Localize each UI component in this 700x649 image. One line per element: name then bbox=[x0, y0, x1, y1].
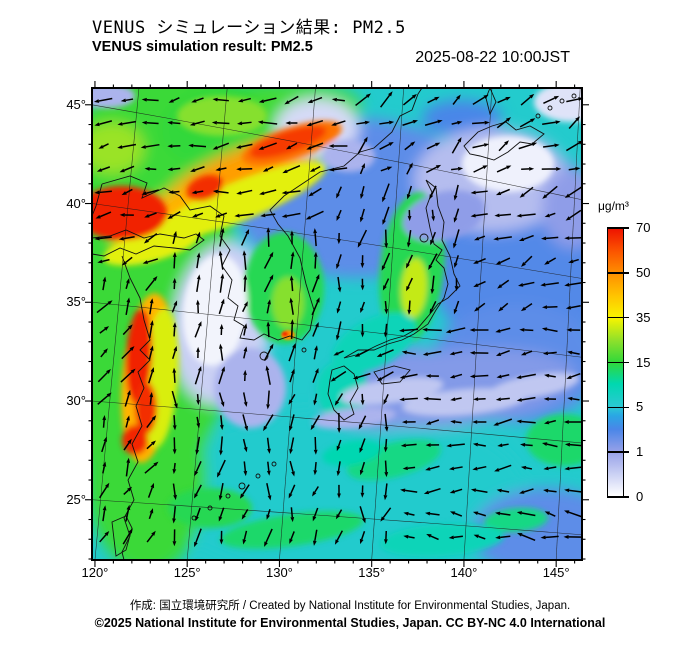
y-axis-label: 30° bbox=[66, 393, 86, 409]
colorbar-tick-label: 15 bbox=[636, 354, 651, 370]
wind-vectors bbox=[93, 91, 584, 548]
x-axis-label: 135° bbox=[358, 565, 386, 580]
page-title-english: VENUS simulation result: PM2.5 bbox=[92, 39, 313, 55]
y-axis-label: 40° bbox=[66, 195, 86, 211]
colorbar-tick bbox=[607, 316, 629, 319]
colorbar-tick bbox=[607, 496, 629, 498]
x-axis-label: 130° bbox=[265, 565, 293, 580]
colorbar-tick-label: 50 bbox=[636, 264, 651, 280]
map-canvas bbox=[85, 81, 589, 567]
colorbar-tick bbox=[607, 406, 629, 409]
y-axis-label: 45° bbox=[66, 96, 86, 112]
colorbar-tick bbox=[607, 272, 629, 274]
credit-line: 作成: 国立環境研究所 / Created by National Instit… bbox=[129, 600, 571, 612]
colorbar-unit-label: μg/m³ bbox=[598, 199, 629, 213]
pm25-map bbox=[85, 81, 589, 567]
timestamp-label: 2025-08-22 10:00JST bbox=[415, 49, 570, 66]
colorbar-tick-label: 35 bbox=[636, 309, 651, 325]
colorbar-tick-label: 5 bbox=[636, 399, 644, 415]
x-axis-label: 120° bbox=[81, 565, 109, 580]
colorbar-tick bbox=[607, 227, 629, 229]
pm25-field bbox=[92, 88, 582, 560]
colorbar-tick bbox=[607, 451, 629, 453]
y-axis-label: 25° bbox=[66, 491, 86, 507]
colorbar-tick-label: 1 bbox=[636, 444, 644, 460]
coastlines bbox=[92, 88, 577, 560]
colorbar-tick-label: 0 bbox=[636, 489, 644, 504]
y-axis-label: 35° bbox=[66, 294, 86, 310]
x-axis-label: 145° bbox=[542, 565, 570, 580]
colorbar-tick bbox=[607, 361, 629, 364]
license-line: ©2025 National Institute for Environment… bbox=[94, 616, 606, 630]
colorbar-tick-label: 70 bbox=[636, 220, 651, 235]
page-title-japanese: VENUS シミュレーション結果: PM2.5 bbox=[92, 18, 406, 38]
x-axis-label: 140° bbox=[450, 565, 478, 580]
x-axis-label: 125° bbox=[173, 565, 201, 580]
